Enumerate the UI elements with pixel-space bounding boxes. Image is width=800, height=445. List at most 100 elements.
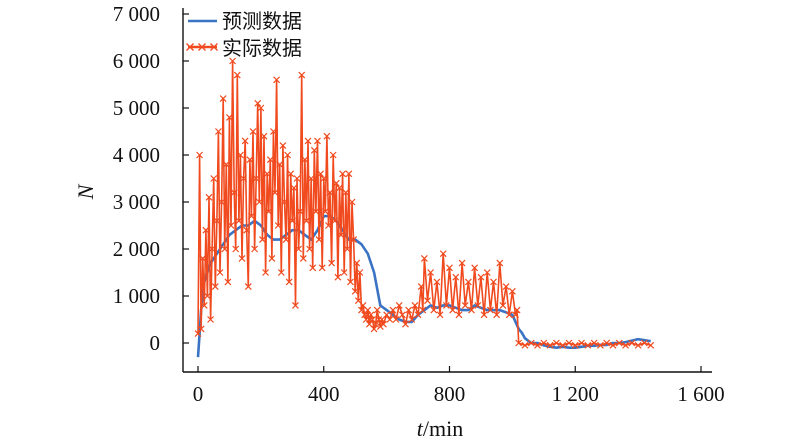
data-point-actual	[232, 245, 240, 253]
y-tick-label: 1 000	[113, 284, 160, 308]
data-point-actual	[235, 217, 243, 225]
data-point-actual	[265, 207, 273, 215]
data-point-actual	[628, 339, 636, 347]
data-point-actual	[246, 156, 254, 164]
data-point-actual	[230, 189, 238, 197]
legend-marker-x	[186, 43, 194, 51]
data-point-actual	[219, 95, 227, 103]
data-point-actual	[208, 245, 216, 253]
data-point-actual	[420, 254, 428, 262]
data-point-actual	[290, 184, 298, 192]
data-point-actual	[515, 339, 523, 347]
data-point-actual	[571, 341, 579, 349]
data-point-actual	[455, 311, 463, 319]
plot-area	[194, 57, 655, 358]
data-point-actual	[298, 71, 306, 79]
data-point-actual	[477, 273, 485, 281]
data-point-actual	[540, 339, 548, 347]
data-point-actual	[210, 175, 218, 182]
data-point-actual	[493, 311, 501, 319]
data-point-actual	[356, 269, 364, 276]
legend-label-actual: 实际数据	[222, 36, 302, 60]
data-point-actual	[496, 259, 504, 267]
data-point-actual	[486, 306, 494, 314]
data-point-actual	[345, 170, 353, 178]
data-point-actual	[325, 222, 332, 229]
y-axis-ticks: 0 1 000 2 000 3 000 4 000 5 000 6 000 7 000	[113, 2, 189, 355]
data-point-actual	[303, 217, 310, 225]
data-point-actual	[584, 341, 592, 349]
data-point-actual	[263, 170, 271, 178]
legend: 预测数据 实际数据	[186, 9, 302, 60]
data-point-actual	[282, 236, 290, 244]
data-point-actual	[419, 306, 427, 314]
data-point-actual	[197, 325, 205, 333]
data-point-actual	[348, 198, 356, 206]
data-point-actual	[647, 341, 655, 349]
data-point-actual	[315, 236, 323, 244]
data-point-actual	[395, 301, 403, 309]
data-point-actual	[622, 341, 629, 349]
data-point-actual	[211, 283, 219, 291]
data-point-actual	[351, 287, 359, 295]
data-point-actual	[499, 301, 507, 309]
data-point-actual	[480, 311, 488, 319]
data-point-actual	[224, 278, 232, 286]
legend-marker-x	[210, 43, 218, 51]
data-point-actual	[248, 212, 255, 220]
data-point-actual	[427, 269, 435, 276]
data-point-actual	[194, 330, 202, 338]
x-tick-label: 0	[193, 382, 204, 406]
x-axis-title-unit: /min	[423, 416, 463, 441]
data-point-actual	[255, 198, 263, 206]
data-point-actual	[312, 207, 320, 215]
data-point-actual	[439, 250, 447, 258]
data-point-actual	[287, 170, 295, 178]
data-point-actual	[369, 316, 376, 323]
data-point-actual	[222, 160, 230, 168]
data-point-actual	[227, 222, 235, 229]
data-point-actual	[449, 306, 457, 314]
y-axis-title: N	[73, 183, 98, 200]
y-tick-label: 4 000	[113, 143, 160, 167]
data-point-actual	[237, 151, 244, 159]
data-point-actual	[307, 175, 315, 182]
data-point-actual	[559, 341, 567, 349]
data-point-actual	[320, 175, 328, 182]
data-point-actual	[405, 306, 413, 314]
data-point-actual	[339, 170, 347, 178]
data-point-actual	[336, 184, 343, 192]
data-point-actual	[508, 287, 516, 295]
data-point-actual	[273, 76, 281, 84]
data-point-actual	[490, 278, 497, 286]
data-point-actual	[370, 325, 378, 333]
data-point-actual	[299, 254, 307, 262]
data-point-actual	[502, 283, 510, 291]
data-point-actual	[292, 301, 299, 309]
data-point-actual	[383, 311, 391, 319]
data-point-actual	[259, 236, 266, 244]
data-point-actual	[331, 217, 339, 225]
data-point-actual	[552, 339, 560, 347]
data-point-actual	[417, 283, 425, 291]
data-point-actual	[521, 341, 529, 349]
data-point-actual	[301, 156, 309, 164]
data-point-actual	[254, 99, 262, 107]
data-point-actual	[565, 339, 573, 347]
data-point-actual	[615, 339, 623, 347]
data-point-actual	[233, 71, 241, 79]
data-point-actual	[430, 306, 438, 314]
data-point-actual	[347, 278, 354, 286]
data-point-actual	[386, 316, 394, 323]
x-axis-title: t/min	[417, 416, 463, 441]
legend-marker-actual	[186, 43, 218, 51]
data-point-actual	[296, 207, 304, 215]
data-point-actual	[306, 245, 314, 253]
y-tick-label: 2 000	[113, 237, 160, 261]
data-point-actual	[364, 306, 372, 314]
data-point-actual	[199, 254, 207, 262]
data-point-actual	[218, 198, 226, 206]
data-point-actual	[464, 278, 472, 286]
data-point-actual	[226, 113, 233, 121]
data-point-actual	[216, 269, 224, 276]
